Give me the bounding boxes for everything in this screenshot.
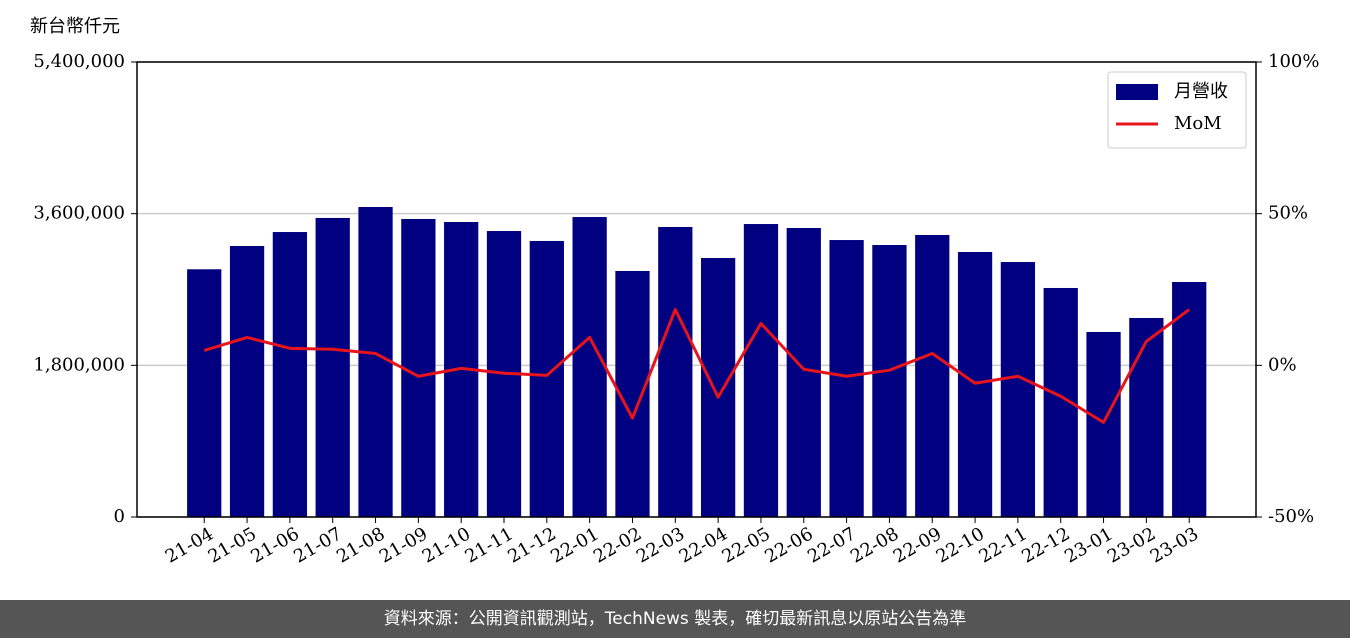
line [203,308,1191,424]
x-tick-label: 23-02 [1104,523,1159,567]
bar [272,232,308,517]
x-tick-label: 21-10 [419,523,474,567]
bar [572,217,607,517]
bar [1000,262,1036,517]
legend-label: 月營收 [1174,81,1228,102]
y2-tick-label: 100% [1268,51,1319,72]
bar [1172,282,1207,517]
x-tick-label: 22-09 [890,523,945,567]
y-tick-label: 3,600,000 [33,203,125,224]
y-axis-label: 新台幣仟元 [30,16,120,37]
x-tick-label: 22-02 [590,523,645,567]
y2-tick-label: -50% [1268,506,1314,527]
bar [229,246,265,517]
x-tick-label: 23-01 [1061,523,1116,567]
x-tick-label: 22-01 [547,523,602,567]
footer: 資料來源：公開資訊觀測站，TechNews 製表，確切最新訊息以原站公告為準 [0,600,1350,638]
y2-tick-label: 0% [1268,354,1297,375]
bar [829,240,864,518]
bar [1129,317,1164,517]
x-tick-label: 21-07 [290,523,345,567]
x-tick-label: 21-09 [376,523,431,567]
x-tick-label: 21-12 [504,523,559,567]
y-tick-label: 0 [114,506,125,527]
chart: 新台幣仟元 0 1,800,000 3,600,000 5,400,000 -50% 0%… [30,16,1319,568]
bar [187,269,222,517]
bar [700,257,736,517]
x-tick-label: 22-05 [719,523,774,567]
x-tick-label: 23-03 [1147,523,1202,567]
bar [529,240,564,517]
x-tick-label: 21-08 [333,523,388,567]
y-tick-label: 5,400,000 [33,51,125,72]
x-tick-label: 22-08 [847,523,902,567]
x-tick-label: 22-06 [761,523,816,567]
x-tick-label: 21-06 [247,523,302,567]
x-tick-label: 22-03 [633,523,688,567]
bar [872,245,907,517]
legend-swatch [1116,84,1158,100]
bar [358,207,393,517]
x-tick-label: 21-05 [205,523,260,567]
bar [915,234,950,517]
y2-tick-label: 50% [1268,203,1308,224]
x-tick-label: 22-12 [1018,523,1073,567]
bar [658,226,693,518]
plot-frame [136,61,1257,518]
bar [1086,331,1121,517]
y-tick-label: 1,800,000 [33,354,125,375]
x-tick-label: 22-04 [676,523,731,567]
x-tick-label: 21-04 [162,523,217,567]
x-tick-label: 22-07 [804,523,859,567]
bar [315,217,350,518]
x-tick-label: 22-11 [975,523,1030,567]
bar [401,218,436,517]
x-tick-label: 22-10 [933,523,988,567]
legend-label: MoM [1174,113,1222,134]
bar [743,224,779,517]
x-tick-label: 21-11 [462,523,517,567]
